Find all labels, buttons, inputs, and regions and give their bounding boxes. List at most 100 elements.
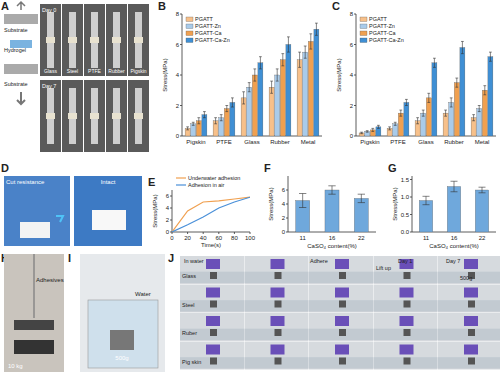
y-tick-label: 6 xyxy=(350,42,354,48)
error-bars xyxy=(423,181,486,204)
layer-label: Substrate xyxy=(4,81,28,87)
y-tick-label: 8 xyxy=(350,11,354,17)
y-tick xyxy=(286,232,288,233)
photo-detail xyxy=(275,301,282,308)
panel-label: A xyxy=(1,0,9,12)
photo-label: Day 7 xyxy=(446,258,460,264)
photo xyxy=(374,342,438,370)
photo-detail xyxy=(404,272,411,279)
x-tick-label: 22 xyxy=(479,235,486,241)
error-bar xyxy=(423,196,430,204)
photo xyxy=(62,80,83,152)
y-tick-label: 1.0 xyxy=(401,194,410,200)
legend-swatch xyxy=(186,31,193,36)
bar xyxy=(252,75,257,136)
photo-detail xyxy=(180,272,244,283)
y-tick-label: 0 xyxy=(166,229,170,235)
photo xyxy=(245,313,309,341)
y-tick-label: 0.0 xyxy=(401,229,410,235)
photo-detail xyxy=(464,345,478,355)
photo xyxy=(4,176,70,246)
y-tick xyxy=(286,204,288,205)
photo-label: 500g xyxy=(460,275,472,281)
x-axis xyxy=(172,232,250,233)
substrate-label: Steel xyxy=(67,68,78,74)
error-bars xyxy=(186,23,318,130)
photo-label: 500g xyxy=(115,355,128,361)
y-tick xyxy=(410,214,412,215)
photo-detail xyxy=(112,37,121,43)
legend-entry: PGATT-Zn xyxy=(195,23,221,29)
bar xyxy=(286,45,291,137)
photo-detail xyxy=(438,329,500,340)
error-bars xyxy=(360,41,492,133)
photo-detail xyxy=(245,300,309,311)
error-bar xyxy=(479,187,486,193)
layer-label: Substrate xyxy=(4,27,28,33)
bar xyxy=(477,109,482,136)
error-bar xyxy=(366,131,369,133)
photo-detail xyxy=(20,222,50,238)
x-tick-label: PTFE xyxy=(216,139,231,145)
error-bar xyxy=(192,122,195,125)
x-tick-label: Rubber xyxy=(444,139,464,145)
photo-detail xyxy=(438,300,500,311)
photo-detail xyxy=(400,345,414,355)
photo-detail xyxy=(245,272,309,283)
x-tick xyxy=(234,232,235,234)
photo xyxy=(84,4,105,76)
photo-detail xyxy=(14,340,54,354)
photo-detail xyxy=(92,210,126,230)
x-tick-label: 11 xyxy=(300,235,307,241)
row-label: Pig skin xyxy=(182,359,201,365)
substrate-label: PTFE xyxy=(88,68,101,74)
photo-detail xyxy=(335,288,349,298)
bar xyxy=(488,57,493,136)
plot-area xyxy=(419,187,488,233)
plot-area xyxy=(185,29,319,136)
y-axis-title: Stress(MPa) xyxy=(268,187,274,220)
x-tick-label: Glass xyxy=(244,139,259,145)
y-tick-label: 4 xyxy=(350,72,354,78)
line xyxy=(172,197,250,232)
legend-entry: Adhesion in air xyxy=(188,182,225,188)
photo-detail xyxy=(91,88,98,144)
y-tick xyxy=(170,220,172,221)
photo-detail xyxy=(134,113,143,119)
x-axis-title: CaSO₄ content(%) xyxy=(429,243,478,249)
photo-detail xyxy=(135,88,142,144)
photo-detail xyxy=(210,329,217,336)
photo-detail xyxy=(271,316,285,326)
error-bar xyxy=(214,118,217,124)
photo-detail xyxy=(46,37,55,43)
photo-detail xyxy=(33,254,35,318)
photo-detail xyxy=(309,357,373,368)
line xyxy=(172,197,250,232)
photo-detail xyxy=(335,316,349,326)
photo-detail xyxy=(404,301,411,308)
error-bar xyxy=(472,115,475,121)
x-tick-label: Pigskin xyxy=(186,139,205,145)
photo-detail xyxy=(210,358,217,365)
plot-area xyxy=(359,48,493,136)
photo-detail xyxy=(339,272,346,279)
photo xyxy=(40,80,61,152)
panel-label: B xyxy=(158,0,166,12)
x-tick-label: 16 xyxy=(451,235,458,241)
photo-detail xyxy=(112,113,121,119)
legend-entry: PGATT-Zn xyxy=(369,23,395,29)
bar xyxy=(393,124,398,136)
y-tick xyxy=(354,14,356,15)
photo-detail xyxy=(464,316,478,326)
bar xyxy=(443,113,448,136)
y-tick xyxy=(170,208,172,209)
bar xyxy=(325,190,339,232)
error-bar xyxy=(315,23,318,35)
y-axis-title: Stress(MPa) xyxy=(152,194,158,227)
bar xyxy=(297,60,302,136)
photo xyxy=(245,256,309,284)
photo-detail xyxy=(68,113,77,119)
photo xyxy=(309,313,373,341)
y-tick-label: 2 xyxy=(282,215,286,221)
layer-label: Hydrogel xyxy=(4,47,26,53)
